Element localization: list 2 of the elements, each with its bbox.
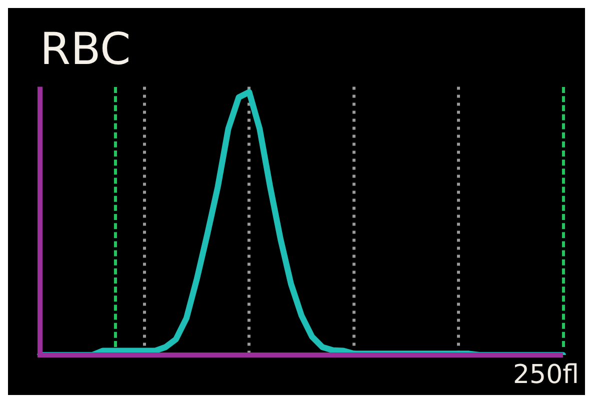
text: 250fl bbox=[512, 360, 579, 390]
chart-title: RBC bbox=[40, 24, 131, 75]
